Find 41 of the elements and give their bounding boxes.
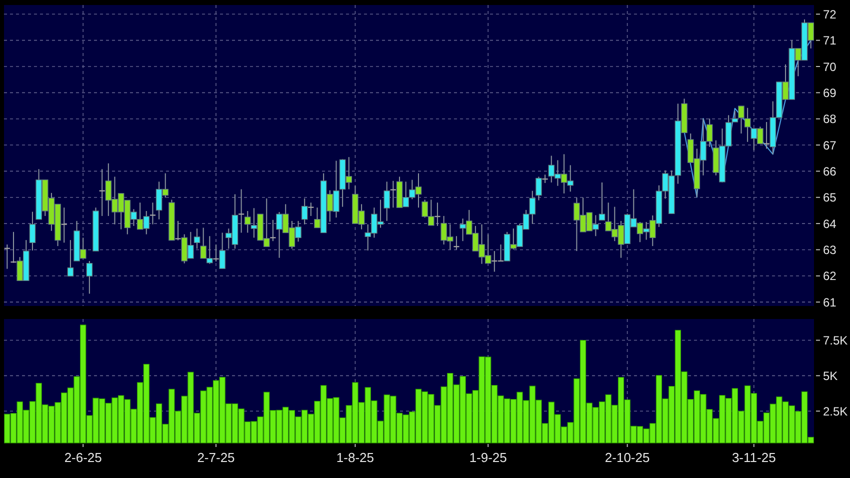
y-tick-label: 67 [823, 138, 837, 152]
candlestick [244, 210, 251, 234]
x-tick-label: 2-7-25 [197, 450, 235, 465]
candlestick [744, 107, 751, 142]
candlestick [86, 260, 93, 294]
candlestick [598, 182, 606, 221]
candlestick [99, 168, 105, 216]
candlestick [764, 121, 770, 150]
x-tick-label: 2-6-25 [64, 450, 102, 465]
x-tick-label: 2-10-25 [604, 450, 650, 465]
candlestick [308, 202, 314, 216]
candlestick [61, 207, 67, 244]
y-tick-label: 65 [823, 190, 837, 205]
candlestick [175, 220, 181, 241]
y-tick-label: 71 [823, 34, 837, 48]
y-tick-label: 61 [823, 295, 837, 310]
candlestick [738, 106, 744, 134]
candlestick [536, 176, 542, 201]
x-tick-label: 1-8-25 [336, 450, 374, 465]
candlestick [219, 232, 226, 270]
candlestick [390, 180, 396, 208]
x-tick-label: 3-11-25 [732, 450, 776, 465]
candlestick [301, 198, 308, 225]
y-tick-label: 64 [823, 216, 837, 231]
x-tick-label: 1-9-25 [469, 450, 507, 465]
y-tick-label: 62 [823, 269, 837, 284]
y-tick-label: 66 [823, 164, 837, 179]
candlestick [29, 211, 36, 252]
y-tick-label: 69 [823, 86, 837, 100]
candlestick [194, 228, 200, 250]
y-tick-label: 7.5K [823, 334, 848, 348]
candlestick [270, 219, 276, 242]
y-tick-label: 70 [823, 60, 837, 74]
candlestick [67, 240, 74, 277]
y-tick-label: 68 [823, 112, 837, 126]
candlestick [150, 202, 156, 225]
candlestick [384, 181, 390, 222]
y-tick-label: 5K [823, 369, 838, 384]
y-tick-label: 63 [823, 243, 837, 258]
y-tick-label: 2.5K [823, 404, 848, 418]
y-tick-label: 72 [823, 7, 837, 22]
